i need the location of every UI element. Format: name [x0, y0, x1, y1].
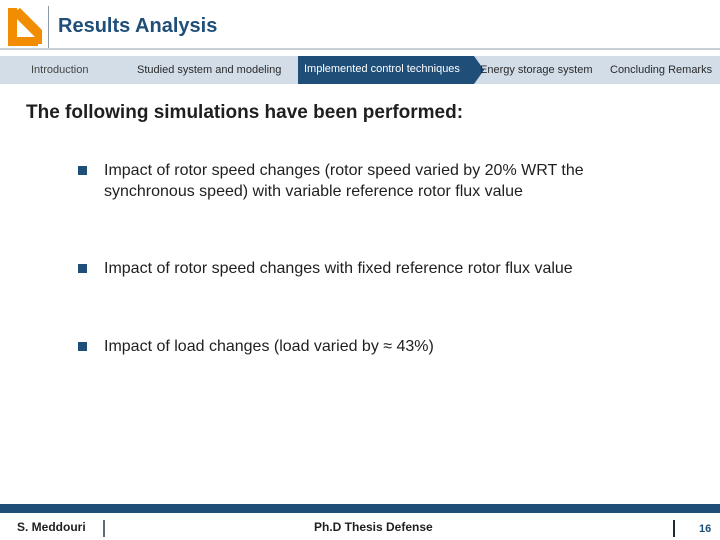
footer-author: S. Meddouri — [17, 520, 86, 534]
logo-divider — [48, 6, 49, 48]
list-item-text: Impact of rotor speed changes with fixed… — [104, 260, 573, 277]
header-rule — [0, 48, 720, 50]
list-item-text: Impact of load changes (load varied by ≈… — [104, 338, 434, 355]
square-bullet-icon — [78, 264, 87, 273]
page-number: 16 — [699, 523, 712, 535]
slide-title: Results Analysis — [58, 15, 218, 37]
footer-divider — [103, 520, 105, 537]
nav-item-studied-system[interactable]: Studied system and modeling — [137, 64, 282, 76]
footer-divider — [673, 520, 675, 537]
nav-item-control-techniques[interactable]: Implemented control techniques — [298, 56, 484, 84]
polimi-arrow-logo-icon — [8, 8, 42, 46]
nav-item-energy-storage[interactable]: Energy storage system — [480, 64, 593, 76]
list-item-text: Impact of rotor speed changes (rotor spe… — [104, 162, 584, 200]
nav-item-concluding-remarks[interactable]: Concluding Remarks — [610, 64, 713, 76]
square-bullet-icon — [78, 342, 87, 351]
footer-event: Ph.D Thesis Defense — [314, 520, 433, 534]
slide-lead-text: The following simulations have been perf… — [26, 102, 464, 123]
square-bullet-icon — [78, 166, 87, 175]
slide-footer: S. Meddouri Ph.D Thesis Defense 16 — [0, 504, 720, 540]
nav-item-introduction[interactable]: Introduction — [31, 64, 89, 76]
footer-band — [0, 504, 720, 513]
section-navigation-bar: Introduction Studied system and modeling… — [0, 56, 720, 84]
